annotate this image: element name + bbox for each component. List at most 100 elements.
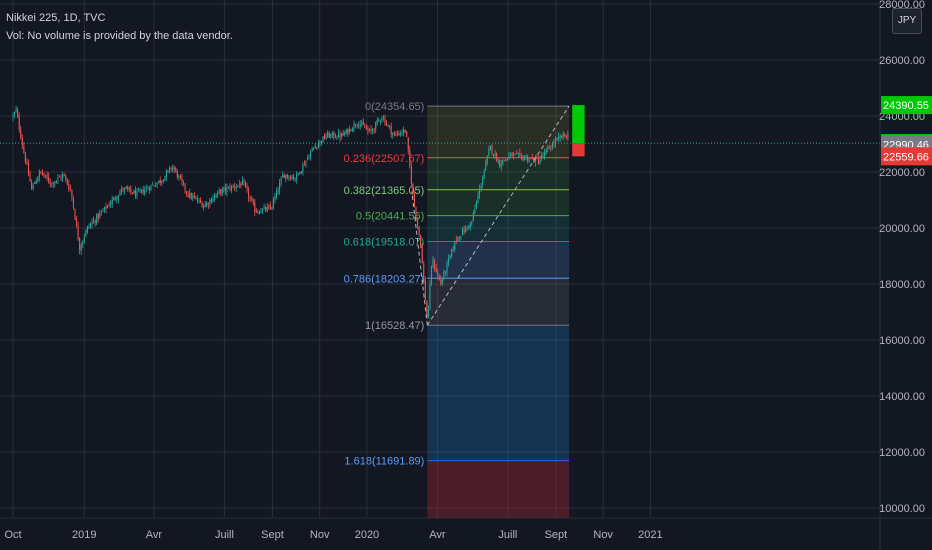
position-target-zone[interactable] [572,105,585,144]
candle-body [553,142,555,145]
candle-body [138,190,140,192]
candle-body [336,137,338,139]
candle-body [268,206,270,208]
candle-body [499,159,501,167]
y-tick-label: 28000.00 [879,0,925,11]
candle-body [128,188,130,190]
candle-body [85,230,87,237]
candle-body [358,125,360,127]
candle-body [275,190,278,198]
candle-body [221,188,223,195]
candle-body [265,207,267,211]
candle-body [412,183,414,195]
candle-body [186,191,188,194]
candle-body [382,118,384,119]
candle-body [517,153,519,155]
position-stop-zone[interactable] [572,143,585,157]
candle-body [469,222,471,229]
position-tool[interactable] [572,105,585,157]
candle-body [386,122,388,125]
candle-body [54,182,56,184]
candle-body [468,227,470,229]
candle-body [76,219,78,226]
candle-body [334,136,336,138]
candle-body [286,174,288,178]
candle-body [37,177,39,182]
candle-body [342,132,344,136]
candle-body [316,147,318,148]
candle-body [139,190,141,192]
fib-zone [427,106,570,158]
candle-body [57,177,59,180]
candle-body [510,153,512,155]
candle-body [531,158,533,160]
candle-body [294,178,296,180]
candle-body [310,152,312,158]
candle-body [483,170,485,179]
candle-body [489,145,491,151]
fibonacci-retracement[interactable]: 0(24354.65) 0.236(22507.67) 0.382(21365.05… [344,101,570,518]
candle-body [269,205,271,209]
candle-body [117,195,119,200]
candle-body [556,138,558,141]
candle-body [189,193,191,198]
chart-legend-title: Nikkei 225, 1D, TVC [6,12,106,24]
candle-body [437,272,439,276]
candle-body [480,185,482,189]
candle-body [218,190,220,192]
candle-body [390,126,392,135]
y-tick-label: 14000.00 [879,391,925,403]
candle-body [80,245,82,251]
x-tick-label: Juill [498,529,517,541]
candle-body [482,178,484,185]
candle-body [206,202,208,206]
candle-body [440,279,442,284]
y-tick-label: 20000.00 [879,223,925,235]
candle-body [406,131,408,137]
x-tick-label: Juill [215,529,234,541]
trend-line[interactable] [0,105,880,326]
candle-body [251,197,253,201]
candle-body [362,121,364,126]
candle-body [223,187,225,189]
candle-body [429,284,431,309]
candle-body [150,185,152,191]
candle-body [460,236,462,238]
candle-body [314,146,316,149]
fib-level-0.236-label: 0.236(22507.67) [344,153,425,165]
candle-body [353,123,355,130]
candle-body [319,140,321,145]
price-label: 24390.55 [883,100,929,112]
candle-body [477,195,479,203]
candle-body [18,116,20,130]
candle-body [266,206,268,212]
candle-body [443,271,445,279]
candle-body [398,133,400,136]
candle-body [272,199,274,208]
candle-body [164,176,166,181]
candle-body [41,172,43,175]
candle-body [520,154,522,156]
candle-body [282,175,284,178]
candle-body [257,212,259,213]
candle-body [198,200,200,201]
candle-body [421,246,423,263]
fib-level-0-label: 0(24354.65) [365,101,424,113]
candle-body [224,186,226,191]
currency-button[interactable]: JPY [892,8,922,34]
fib-trend-line-left[interactable] [411,191,428,326]
fib-level-0.5-label: 0.5(20441.56) [356,211,425,223]
price-label-box [881,96,932,115]
candle-body [15,109,17,112]
candle-body [179,175,181,178]
candle-body [21,138,23,146]
y-tick-label: 22000.00 [879,167,925,179]
candle-body [136,191,138,196]
candle-body [220,189,222,194]
candle-body [29,173,31,182]
fib-zone [427,189,570,216]
candle-body [147,188,149,190]
fib-trend-line[interactable] [426,105,570,326]
candle-body [355,124,357,126]
